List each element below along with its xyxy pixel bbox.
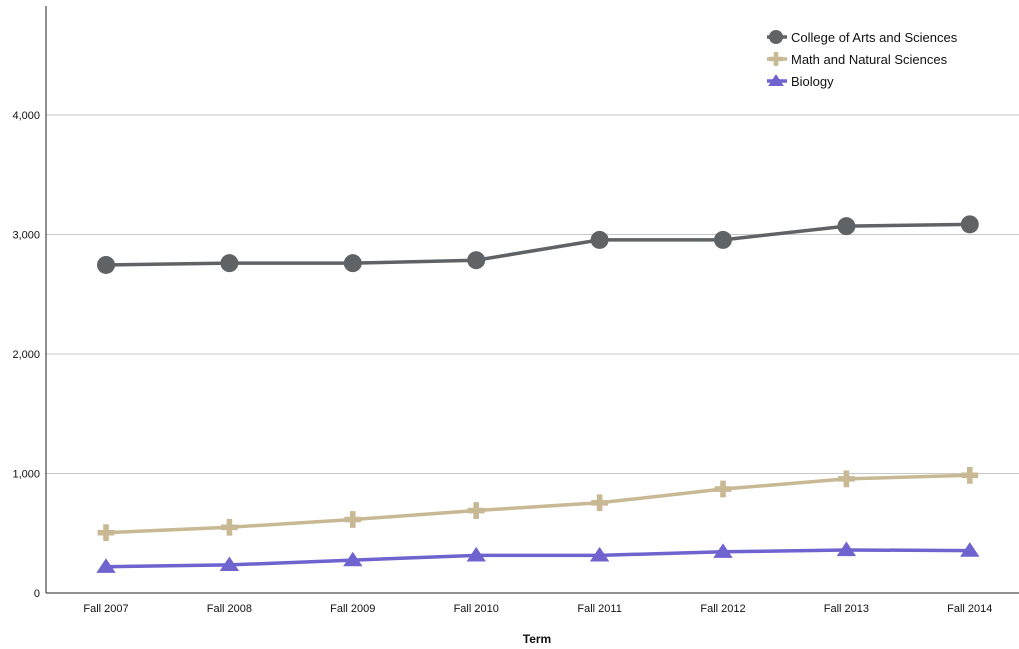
data-point-triangle[interactable] bbox=[589, 546, 610, 562]
data-point-triangle[interactable] bbox=[768, 74, 784, 86]
data-point-cross[interactable] bbox=[591, 494, 608, 512]
x-tick-label: Fall 2010 bbox=[454, 603, 499, 615]
y-tick-label: 4,000 bbox=[12, 110, 40, 122]
data-point-cross[interactable] bbox=[838, 470, 855, 488]
series-lines bbox=[96, 215, 980, 573]
data-point-circle[interactable] bbox=[769, 30, 783, 44]
data-point-cross[interactable] bbox=[344, 511, 362, 528]
x-tick-label: Fall 2008 bbox=[207, 603, 252, 615]
x-tick-label: Fall 2014 bbox=[947, 603, 992, 615]
legend-item[interactable]: College of Arts and Sciences bbox=[767, 30, 958, 45]
data-point-triangle[interactable] bbox=[96, 558, 116, 573]
series-line bbox=[105, 473, 970, 535]
legend[interactable]: College of Arts and Sciences Math and Nat… bbox=[767, 30, 958, 89]
x-axis-title: Term bbox=[523, 632, 551, 646]
data-point-circle[interactable] bbox=[960, 215, 979, 234]
legend-item[interactable]: Math and Natural Sciences bbox=[767, 52, 948, 67]
data-point-cross[interactable] bbox=[769, 52, 783, 66]
data-point-triangle[interactable] bbox=[836, 541, 857, 557]
data-point-circle[interactable] bbox=[343, 254, 362, 273]
y-tick-label: 3,000 bbox=[12, 230, 40, 242]
x-tick-label: Fall 2009 bbox=[330, 603, 375, 615]
x-tick-label: Fall 2013 bbox=[824, 603, 869, 615]
x-tick-label: Fall 2012 bbox=[700, 603, 745, 615]
x-tick-label: Fall 2011 bbox=[577, 603, 621, 615]
y-tick-label: 2,000 bbox=[12, 349, 40, 361]
legend-label: College of Arts and Sciences bbox=[791, 30, 958, 45]
legend-label: Biology bbox=[791, 74, 834, 89]
data-point-cross[interactable] bbox=[221, 518, 238, 536]
series-circle bbox=[97, 215, 979, 274]
series-cross bbox=[97, 466, 979, 542]
data-point-circle[interactable] bbox=[714, 230, 732, 249]
y-tick-labels: 0 1,000 2,000 3,000 4,000 bbox=[12, 110, 40, 600]
data-point-circle[interactable] bbox=[837, 217, 856, 236]
data-point-cross[interactable] bbox=[961, 466, 979, 484]
data-point-triangle[interactable] bbox=[343, 551, 363, 567]
data-point-circle[interactable] bbox=[97, 255, 115, 274]
data-point-circle[interactable] bbox=[590, 230, 609, 249]
data-point-cross[interactable] bbox=[97, 524, 115, 542]
data-point-cross[interactable] bbox=[467, 502, 485, 519]
data-point-circle[interactable] bbox=[220, 254, 239, 273]
y-tick-label: 1,000 bbox=[12, 469, 40, 481]
x-tick-labels: Fall 2007 Fall 2008 Fall 2009 Fall 2010 Fall… bbox=[83, 603, 992, 615]
data-point-triangle[interactable] bbox=[219, 556, 240, 572]
data-point-cross[interactable] bbox=[714, 480, 732, 498]
data-point-circle[interactable] bbox=[467, 251, 486, 270]
series-line bbox=[105, 548, 970, 569]
x-tick-label: Fall 2007 bbox=[83, 603, 128, 615]
series-triangle bbox=[96, 541, 980, 573]
data-point-triangle[interactable] bbox=[960, 542, 980, 557]
legend-item[interactable]: Biology bbox=[767, 74, 834, 89]
gridlines bbox=[46, 114, 1019, 474]
data-point-triangle[interactable] bbox=[466, 546, 486, 562]
legend-label: Math and Natural Sciences bbox=[791, 52, 948, 67]
series-line bbox=[105, 222, 970, 267]
y-tick-label: 0 bbox=[34, 588, 40, 600]
data-point-triangle[interactable] bbox=[713, 543, 733, 558]
